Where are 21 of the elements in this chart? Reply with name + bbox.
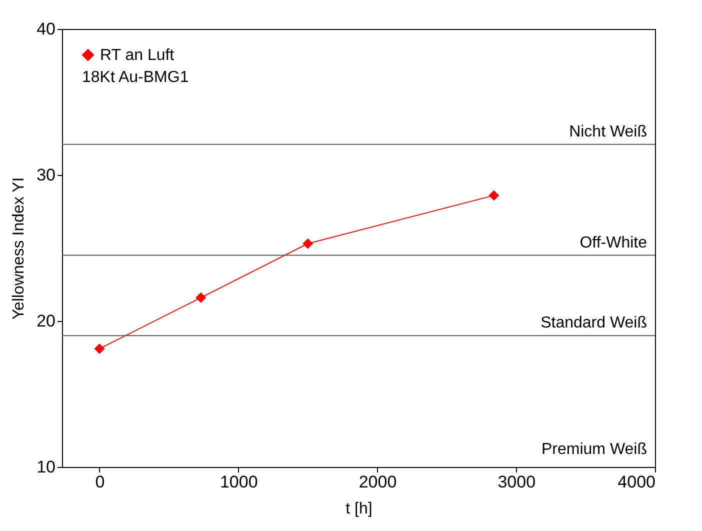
- x-tick-label: 1000: [220, 472, 258, 492]
- legend-label: RT an Luft: [100, 47, 175, 64]
- ref-line-label: Nicht Weiß: [569, 123, 648, 140]
- point: [94, 343, 105, 354]
- y-axis-title: Yellowness Index YI: [10, 177, 28, 320]
- x-tick-label: 2000: [358, 472, 397, 492]
- point: [302, 238, 314, 249]
- y-tick-label: 20: [36, 312, 56, 330]
- x-tick-label: 0: [95, 472, 105, 492]
- annotation: 18Kt Au-BMG1: [82, 69, 189, 86]
- x-tick-label: 3000: [498, 472, 536, 492]
- ref-line-label: Off-White: [580, 234, 648, 252]
- y-tick-label: 10: [36, 458, 56, 476]
- x-axis-title: t [h]: [346, 500, 372, 518]
- y-tick-label: 30: [36, 166, 56, 184]
- y-tick-label: 40: [36, 20, 56, 38]
- point: [488, 190, 500, 201]
- annotation: Premium Weiß: [542, 441, 648, 458]
- point: [196, 292, 206, 303]
- x-tick-label: 4000: [618, 472, 656, 492]
- ref-line-label: Standard Weiß: [540, 314, 648, 332]
